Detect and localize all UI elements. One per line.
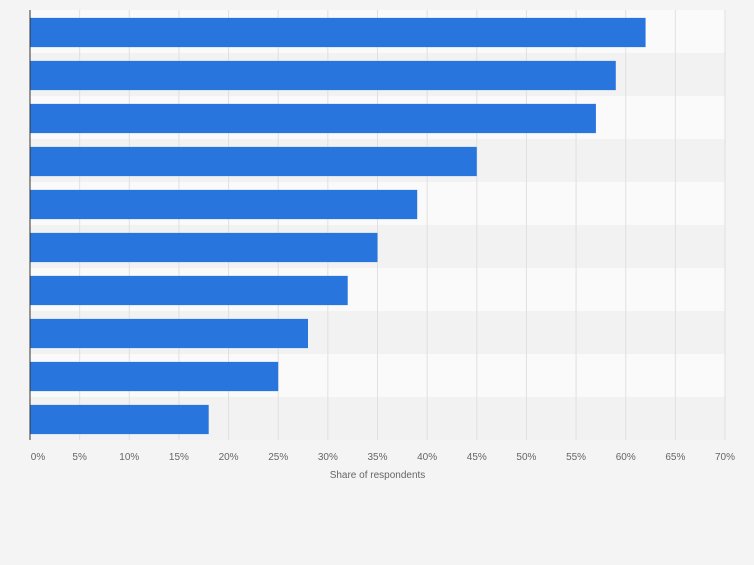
bar	[30, 275, 348, 306]
bar	[30, 60, 616, 91]
bar	[30, 404, 209, 435]
x-tick-label: 15%	[169, 452, 189, 463]
x-tick-label: 45%	[467, 452, 487, 463]
x-tick-label: 30%	[318, 452, 338, 463]
bar	[30, 146, 477, 177]
x-tick-label: 70%	[715, 452, 735, 463]
x-tick-label: 40%	[417, 452, 437, 463]
bar	[30, 361, 279, 392]
x-tick-label: 50%	[516, 452, 536, 463]
x-tick-labels: 0% 5% 10% 15% 20% 25% 30% 35% 40% 45% 50% 55% 60% 65%…	[31, 452, 735, 463]
x-tick-label: 20%	[219, 452, 239, 463]
bar	[30, 232, 378, 263]
x-tick-label: 25%	[268, 452, 288, 463]
x-tick-label: 10%	[119, 452, 139, 463]
x-axis-title: Share of respondents	[330, 470, 426, 481]
x-tick-label: 55%	[566, 452, 586, 463]
x-tick-label: 0%	[31, 452, 46, 463]
bars	[30, 17, 646, 435]
x-tick-label: 5%	[72, 452, 87, 463]
bar	[30, 318, 308, 349]
bar	[30, 103, 596, 134]
x-tick-label: 65%	[665, 452, 685, 463]
bar	[30, 17, 646, 48]
x-tick-label: 35%	[367, 452, 387, 463]
bar	[30, 189, 418, 220]
x-tick-label: 60%	[616, 452, 636, 463]
